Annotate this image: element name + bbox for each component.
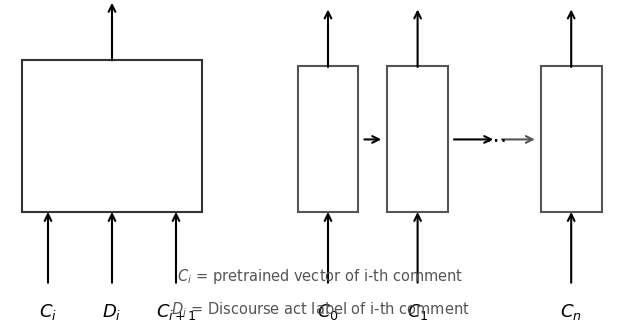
Bar [541, 66, 602, 212]
Text: $C_n$: $C_n$ [561, 302, 582, 322]
Text: $C_{i+1}$: $C_{i+1}$ [156, 302, 196, 322]
Text: $D_i$ = Discourse act label of i-th comment: $D_i$ = Discourse act label of i-th comm… [171, 300, 469, 319]
Text: $C_i$: $C_i$ [39, 302, 57, 322]
Text: $C_i$ = pretrained vector of i-th comment: $C_i$ = pretrained vector of i-th commen… [177, 267, 463, 286]
Bar [387, 66, 448, 212]
Bar [298, 66, 358, 212]
Bar [22, 60, 202, 212]
Text: $D_i$: $D_i$ [102, 302, 122, 322]
Text: $\cdots$: $\cdots$ [484, 129, 505, 149]
Text: $C_0$: $C_0$ [317, 302, 339, 322]
Text: $C_1$: $C_1$ [407, 302, 428, 322]
